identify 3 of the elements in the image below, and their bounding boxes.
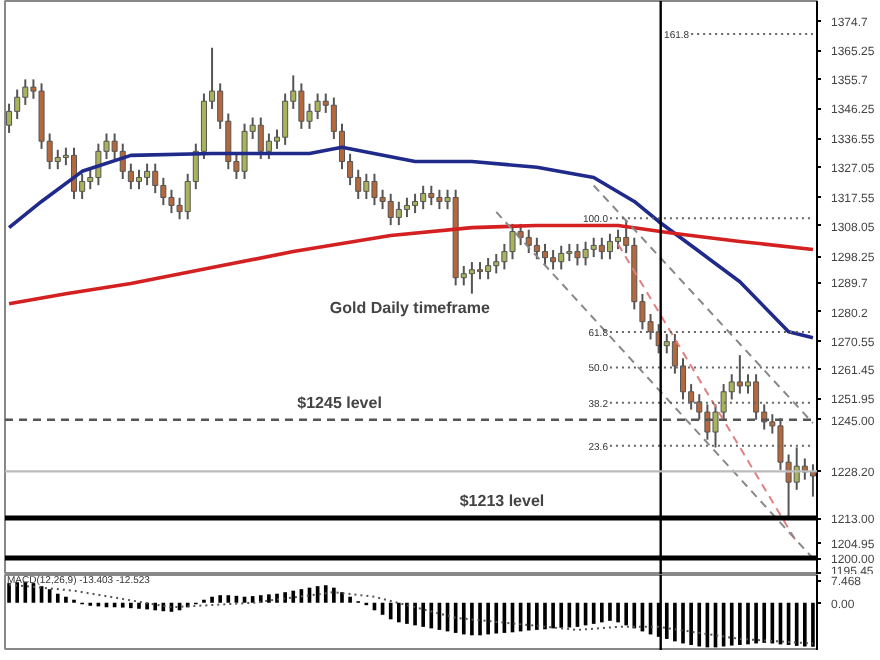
annotation: Gold Daily timeframe bbox=[329, 298, 491, 317]
ref-line-label: $1245 level bbox=[297, 393, 382, 412]
ref-line-label: $1213 level bbox=[459, 492, 545, 511]
